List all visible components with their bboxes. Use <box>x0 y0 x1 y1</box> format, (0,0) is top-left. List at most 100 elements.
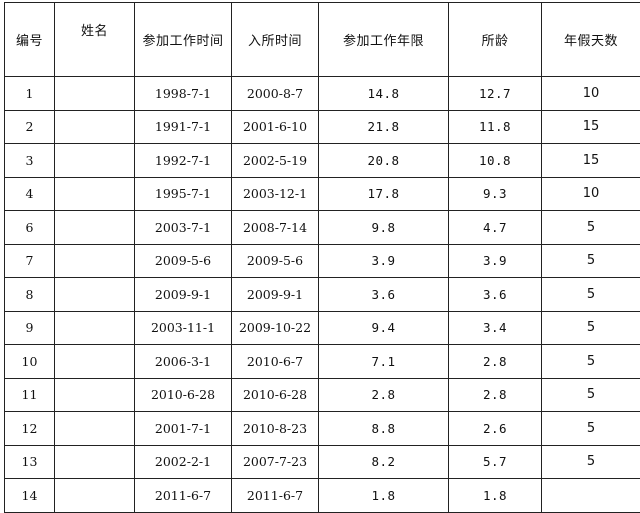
cell-leave-days: 5 <box>542 311 640 345</box>
cell-leave-days: 10 <box>542 177 640 211</box>
cell-name <box>55 177 135 211</box>
cell-leave-days: 10 <box>542 77 640 111</box>
cell-number: 10 <box>5 345 55 379</box>
cell-tenure: 4.7 <box>449 211 542 245</box>
cell-entry-date: 2001-6-10 <box>232 110 319 144</box>
cell-number: 3 <box>5 144 55 178</box>
header-leave-days: 年假天数 <box>542 3 640 77</box>
cell-work-years: 8.8 <box>319 412 449 446</box>
cell-join-date: 2011-6-7 <box>135 479 232 513</box>
cell-number: 2 <box>5 110 55 144</box>
cell-tenure: 2.6 <box>449 412 542 446</box>
cell-number: 11 <box>5 378 55 412</box>
cell-work-years: 2.8 <box>319 378 449 412</box>
cell-tenure: 3.9 <box>449 244 542 278</box>
header-work-years: 参加工作年限 <box>319 3 449 77</box>
header-name: 姓名 <box>55 3 135 77</box>
cell-leave-days: 5 <box>542 211 640 245</box>
cell-name <box>55 378 135 412</box>
cell-entry-date: 2003-12-1 <box>232 177 319 211</box>
cell-number: 13 <box>5 445 55 479</box>
cell-tenure: 5.7 <box>449 445 542 479</box>
cell-join-date: 2002-2-1 <box>135 445 232 479</box>
cell-work-years: 8.2 <box>319 445 449 479</box>
cell-tenure: 11.8 <box>449 110 542 144</box>
cell-leave-days: 5 <box>542 445 640 479</box>
cell-entry-date: 2002-5-19 <box>232 144 319 178</box>
cell-leave-days: 15 <box>542 144 640 178</box>
cell-tenure: 12.7 <box>449 77 542 111</box>
cell-work-years: 14.8 <box>319 77 449 111</box>
leave-table-container: 编号 姓名 参加工作时间 入所时间 参加工作年限 所龄 年假天数 1 1998-7… <box>0 0 640 500</box>
cell-number: 14 <box>5 479 55 513</box>
cell-entry-date: 2010-8-23 <box>232 412 319 446</box>
cell-tenure: 9.3 <box>449 177 542 211</box>
cell-join-date: 2001-7-1 <box>135 412 232 446</box>
cell-work-years: 3.9 <box>319 244 449 278</box>
cell-name <box>55 479 135 513</box>
cell-number: 1 <box>5 77 55 111</box>
cell-name <box>55 445 135 479</box>
cell-work-years: 7.1 <box>319 345 449 379</box>
cell-join-date: 2003-7-1 <box>135 211 232 245</box>
cell-leave-days: 5 <box>542 378 640 412</box>
header-tenure: 所龄 <box>449 3 542 77</box>
cell-number: 9 <box>5 311 55 345</box>
cell-entry-date: 2009-10-22 <box>232 311 319 345</box>
cell-join-date: 2010-6-28 <box>135 378 232 412</box>
annual-leave-table: 编号 姓名 参加工作时间 入所时间 参加工作年限 所龄 年假天数 1 1998-7… <box>4 2 640 513</box>
cell-entry-date: 2009-9-1 <box>232 278 319 312</box>
cell-tenure: 3.6 <box>449 278 542 312</box>
cell-join-date: 2009-5-6 <box>135 244 232 278</box>
cell-work-years: 9.8 <box>319 211 449 245</box>
cell-work-years: 21.8 <box>319 110 449 144</box>
header-number: 编号 <box>5 3 55 77</box>
cell-join-date: 2009-9-1 <box>135 278 232 312</box>
cell-leave-days: 5 <box>542 345 640 379</box>
cell-tenure: 2.8 <box>449 378 542 412</box>
header-join-date: 参加工作时间 <box>135 3 232 77</box>
cell-entry-date: 2010-6-7 <box>232 345 319 379</box>
cell-work-years: 20.8 <box>319 144 449 178</box>
cell-number: 6 <box>5 211 55 245</box>
cell-leave-days: 5 <box>542 412 640 446</box>
cell-number: 12 <box>5 412 55 446</box>
cell-number: 4 <box>5 177 55 211</box>
cell-leave-days: 15 <box>542 110 640 144</box>
cell-tenure: 3.4 <box>449 311 542 345</box>
cell-tenure: 2.8 <box>449 345 542 379</box>
cell-tenure: 10.8 <box>449 144 542 178</box>
cell-work-years: 1.8 <box>319 479 449 513</box>
cell-join-date: 1992-7-1 <box>135 144 232 178</box>
cell-entry-date: 2010-6-28 <box>232 378 319 412</box>
cell-work-years: 17.8 <box>319 177 449 211</box>
cell-name <box>55 244 135 278</box>
header-entry-date: 入所时间 <box>232 3 319 77</box>
cell-name <box>55 144 135 178</box>
cell-entry-date: 2008-7-14 <box>232 211 319 245</box>
cell-name <box>55 110 135 144</box>
cell-join-date: 1991-7-1 <box>135 110 232 144</box>
cell-entry-date: 2009-5-6 <box>232 244 319 278</box>
cell-work-years: 9.4 <box>319 311 449 345</box>
cell-leave-days: 5 <box>542 278 640 312</box>
cell-number: 8 <box>5 278 55 312</box>
cell-name <box>55 345 135 379</box>
cell-leave-days <box>542 479 640 513</box>
cell-leave-days: 5 <box>542 244 640 278</box>
cell-join-date: 1998-7-1 <box>135 77 232 111</box>
cell-work-years: 3.6 <box>319 278 449 312</box>
table-header-row: 编号 姓名 参加工作时间 入所时间 参加工作年限 所龄 年假天数 <box>5 3 640 77</box>
cell-join-date: 1995-7-1 <box>135 177 232 211</box>
